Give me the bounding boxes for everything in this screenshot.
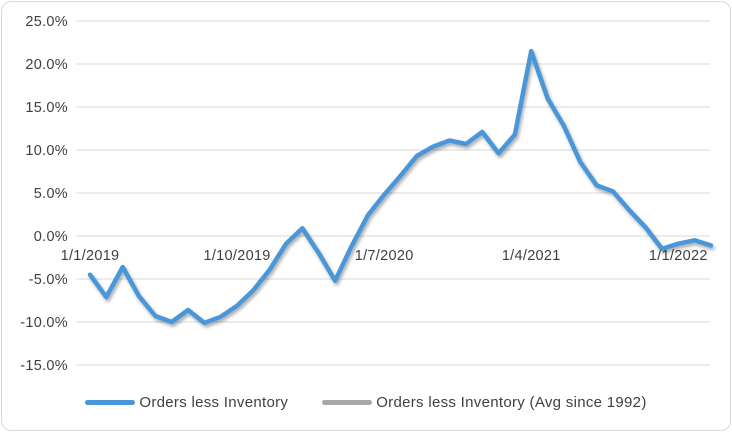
y-axis-tick-label: 5.0% (34, 186, 68, 202)
y-axis-tick-label: 25.0% (25, 14, 68, 30)
y-axis-tick-label: -5.0% (29, 272, 68, 288)
y-axis-tick-label: 20.0% (25, 57, 68, 73)
legend-label-average: Orders less Inventory (Avg since 1992) (376, 393, 647, 411)
x-axis-labels: 1/1/2019 1/10/2019 1/7/2020 1/4/2021 1/1/202… (61, 248, 708, 264)
series-lines (86, 48, 714, 326)
y-axis-tick-label: -10.0% (20, 315, 68, 331)
x-axis-tick-label: 1/1/2019 (61, 248, 120, 264)
orders-line-swatch-icon (85, 399, 136, 405)
x-axis-tick-label: 1/10/2019 (203, 248, 270, 264)
orders-line (87, 48, 714, 326)
legend-item-orders: Orders less Inventory (85, 394, 288, 411)
y-axis-tick-label: 15.0% (25, 100, 68, 116)
legend-item-average: Orders less Inventory (Avg since 1992) (322, 394, 646, 411)
gridlines (76, 20, 710, 366)
x-axis-tick-label: 1/4/2021 (502, 248, 561, 264)
y-axis-labels: 25.0% 20.0% 15.0% 10.0% 5.0% 0.0% -5.0% -10.0% -… (20, 14, 68, 374)
y-axis-tick-label: 10.0% (25, 143, 68, 159)
x-axis-tick-label: 1/1/2022 (649, 248, 708, 264)
legend-label-orders: Orders less Inventory (139, 393, 289, 411)
y-axis-tick-label: 0.0% (34, 229, 68, 245)
x-axis-tick-label: 1/7/2020 (355, 248, 414, 264)
chart-legend: Orders less Inventory Orders less Invent… (0, 389, 732, 415)
average-line-swatch-icon (322, 399, 373, 405)
y-axis-tick-label: -15.0% (20, 358, 68, 374)
